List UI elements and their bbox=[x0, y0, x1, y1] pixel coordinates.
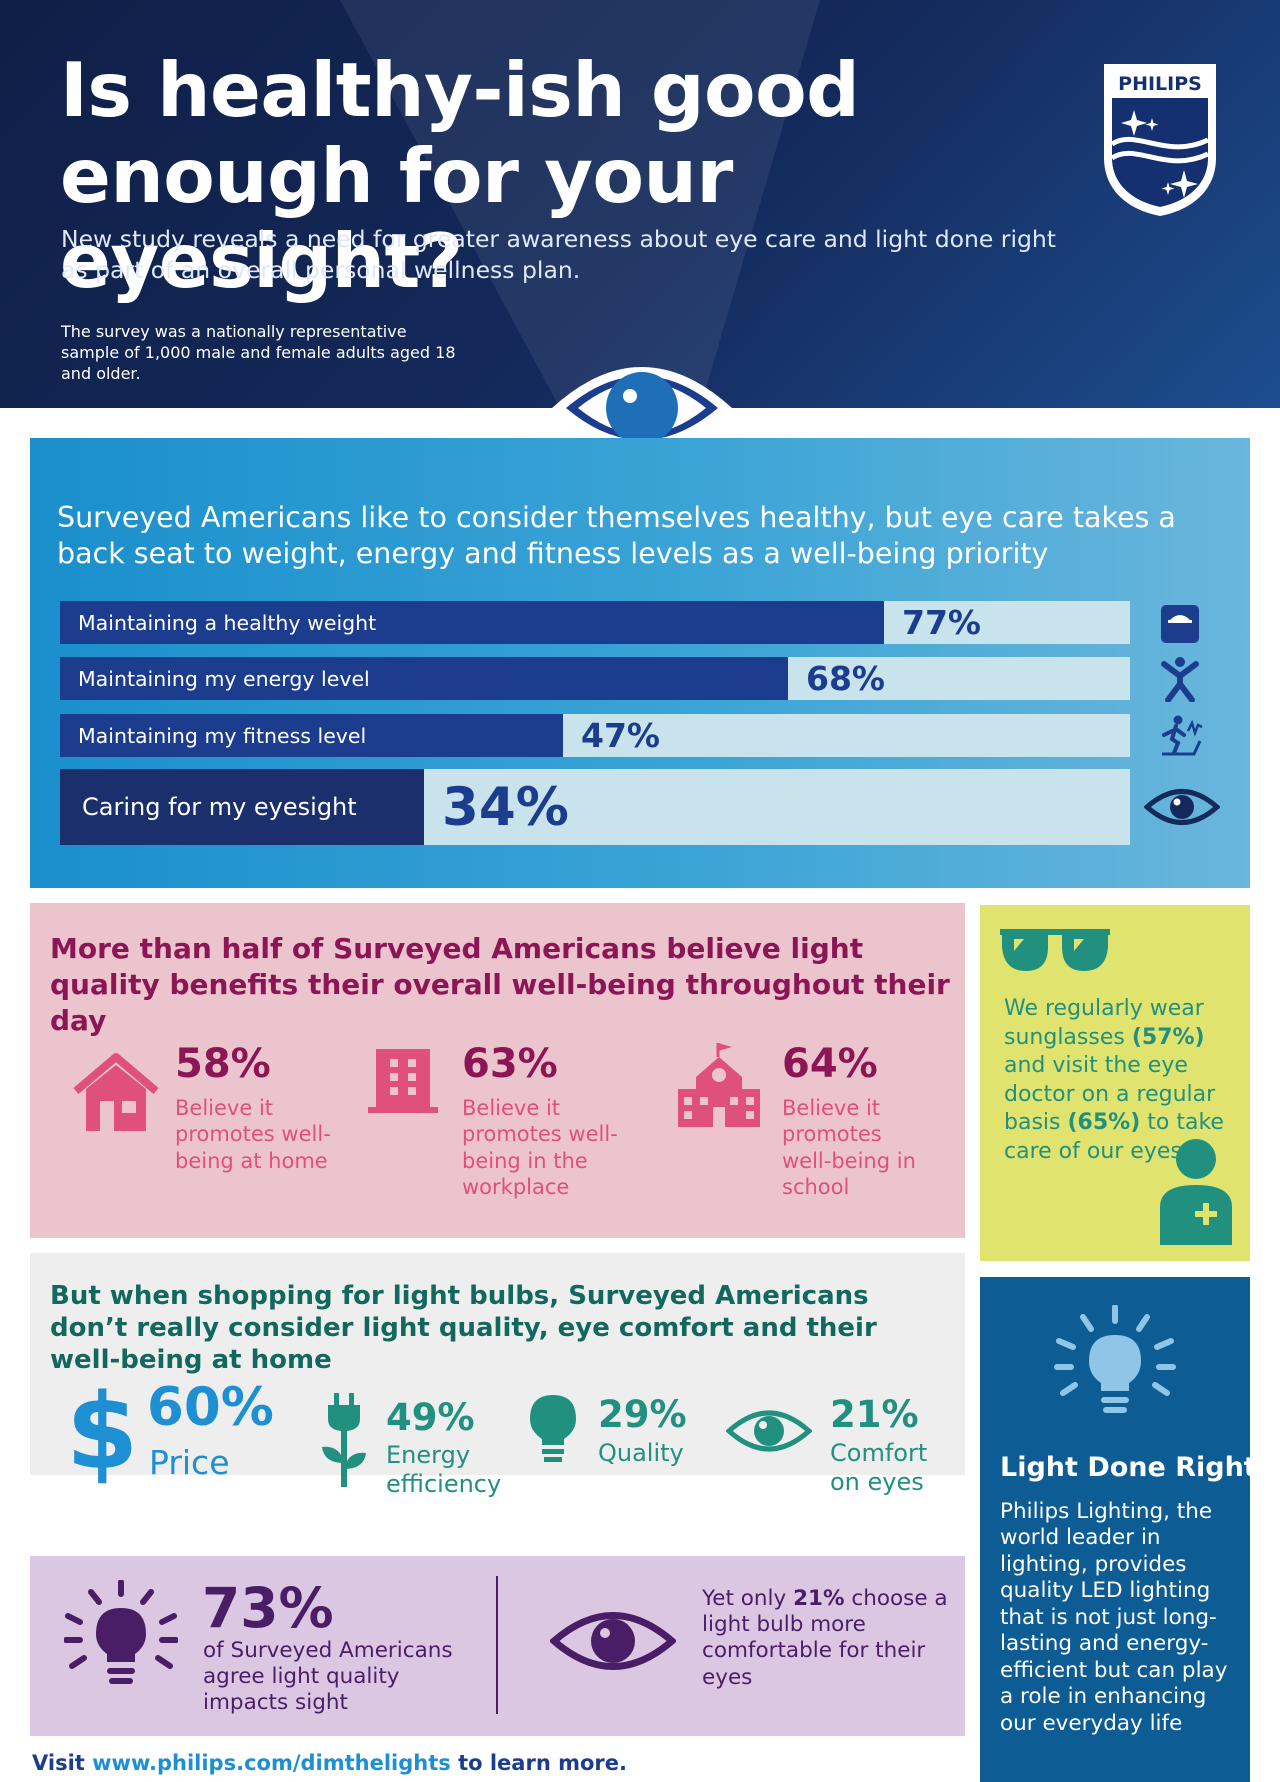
sun-text-a: We regularly wear sunglasses bbox=[1004, 996, 1204, 1050]
light-done-right-title: Light Done Right bbox=[1000, 1452, 1257, 1483]
logo-wordmark: PHILIPS bbox=[1118, 73, 1202, 95]
bar-fill bbox=[60, 714, 563, 757]
sun-pct-b: (65%) bbox=[1067, 1110, 1141, 1136]
light-done-right-body: Philips Lighting, the world leader in li… bbox=[1000, 1499, 1228, 1736]
light-beam-shape bbox=[340, 0, 820, 408]
light-quality-heading: More than half of Surveyed Americans bel… bbox=[50, 932, 950, 1037]
bar-value: 34% bbox=[442, 776, 569, 838]
bar-fill bbox=[60, 657, 788, 700]
stat-desc: Believe it promotes well-being in school bbox=[782, 1096, 916, 1200]
eye-icon bbox=[550, 1612, 676, 1670]
bar-label: Maintaining my fitness level bbox=[78, 723, 367, 748]
shop-label-quality: Quality bbox=[598, 1439, 684, 1467]
footer-link[interactable]: www.philips.com/dimthelights bbox=[92, 1751, 451, 1775]
sunglasses-icon bbox=[1000, 929, 1110, 971]
bar-fill bbox=[60, 601, 884, 644]
bar-label: Caring for my eyesight bbox=[82, 793, 357, 821]
stat-desc: Believe it promotes well-being in the wo… bbox=[462, 1096, 618, 1200]
priority-bar-energy: Maintaining my energy level 68% bbox=[60, 657, 1130, 700]
priorities-heading: Surveyed Americans like to consider them… bbox=[57, 501, 1176, 571]
priorities-panel: Surveyed Americans like to consider them… bbox=[30, 438, 1250, 888]
yet-text-b: choose a light bulb more comfortable for… bbox=[702, 1586, 948, 1690]
shop-pct-comfort: 21% bbox=[830, 1393, 919, 1436]
bar-fill bbox=[60, 769, 424, 845]
header-eye-icon bbox=[552, 367, 732, 449]
yet-pct: 21% bbox=[793, 1586, 845, 1611]
office-building-icon bbox=[368, 1049, 438, 1113]
page-title: Is healthy-ish good enough for your eyes… bbox=[60, 46, 860, 305]
eye-icon bbox=[1144, 789, 1220, 825]
priority-bar-fitness: Maintaining my fitness level 47% bbox=[60, 714, 1130, 757]
divider bbox=[496, 1576, 498, 1714]
shop-pct-energy: 49% bbox=[386, 1396, 475, 1439]
philips-shield-logo[interactable]: PHILIPS bbox=[1096, 58, 1224, 220]
person-jumping-icon bbox=[1161, 657, 1199, 702]
sun-text-b: and visit the eye doctor on a regular ba… bbox=[1004, 1053, 1216, 1136]
shop-label-price: Price bbox=[149, 1443, 230, 1482]
eye-doctor-icon bbox=[1160, 1139, 1232, 1245]
school-icon bbox=[678, 1043, 760, 1127]
scale-icon bbox=[1161, 605, 1199, 643]
footer-rest: to learn more. bbox=[450, 1751, 627, 1775]
bar-value: 77% bbox=[902, 603, 981, 642]
survey-note: The survey was a nationally representati… bbox=[61, 322, 456, 383]
priority-bar-weight: Maintaining a healthy weight 77% bbox=[60, 601, 1130, 644]
bar-label: Maintaining a healthy weight bbox=[78, 610, 377, 635]
priority-bar-eyesight: Caring for my eyesight 34% bbox=[60, 769, 1130, 845]
stat-pct: 63% bbox=[462, 1041, 558, 1087]
shop-label-comfort: Comfort on eyes bbox=[830, 1439, 928, 1496]
comfort-choice-text: Yet only 21% choose a light bulb more co… bbox=[702, 1586, 962, 1691]
sunglasses-text: We regularly wear sunglasses (57%) and v… bbox=[1004, 995, 1234, 1167]
sun-text-c: to take care of our eyes bbox=[1004, 1110, 1224, 1164]
glowing-lightbulb-icon bbox=[1054, 1305, 1176, 1413]
treadmill-icon bbox=[1162, 715, 1203, 756]
sight-panel: 73% of Surveyed Americans agree light qu… bbox=[30, 1556, 965, 1736]
house-icon bbox=[73, 1053, 159, 1131]
stat-pct: 64% bbox=[782, 1041, 878, 1087]
sun-pct-a: (57%) bbox=[1131, 1024, 1205, 1050]
plug-plant-icon bbox=[322, 1393, 366, 1487]
shop-label-energy: Energy efficiency bbox=[386, 1441, 502, 1498]
lightbulb-rays-icon bbox=[64, 1580, 178, 1684]
shop-pct-price: 60% bbox=[147, 1377, 274, 1438]
shopping-panel: But when shopping for light bulbs, Surve… bbox=[30, 1253, 965, 1498]
bar-label: Maintaining my energy level bbox=[78, 666, 370, 691]
bar-value: 47% bbox=[581, 716, 660, 755]
shopping-heading: But when shopping for light bulbs, Surve… bbox=[50, 1281, 877, 1375]
eye-icon bbox=[726, 1410, 812, 1452]
sunglasses-panel: We regularly wear sunglasses (57%) and v… bbox=[980, 905, 1250, 1261]
light-quality-panel: More than half of Surveyed Americans bel… bbox=[30, 903, 965, 1238]
page-subtitle: New study reveals a need for greater awa… bbox=[61, 225, 1057, 284]
shop-pct-quality: 29% bbox=[598, 1393, 687, 1436]
header-banner: Is healthy-ish good enough for your eyes… bbox=[0, 0, 1280, 408]
sight-pct: 73% bbox=[202, 1576, 334, 1640]
footer-cta: Visit www.philips.com/dimthelights to le… bbox=[32, 1751, 627, 1775]
footer-visit: Visit bbox=[32, 1751, 93, 1775]
bar-value: 68% bbox=[806, 659, 885, 698]
yet-text-a: Yet only bbox=[702, 1586, 794, 1611]
stat-desc: Believe it promotes well-being at home bbox=[175, 1096, 331, 1173]
light-done-right-panel: Light Done Right Philips Lighting, the w… bbox=[980, 1277, 1257, 1782]
sight-desc: of Surveyed Americans agree light qualit… bbox=[203, 1638, 453, 1716]
dollar-icon: $ bbox=[66, 1371, 139, 1493]
lightbulb-icon bbox=[530, 1395, 576, 1462]
stat-pct: 58% bbox=[175, 1041, 271, 1087]
